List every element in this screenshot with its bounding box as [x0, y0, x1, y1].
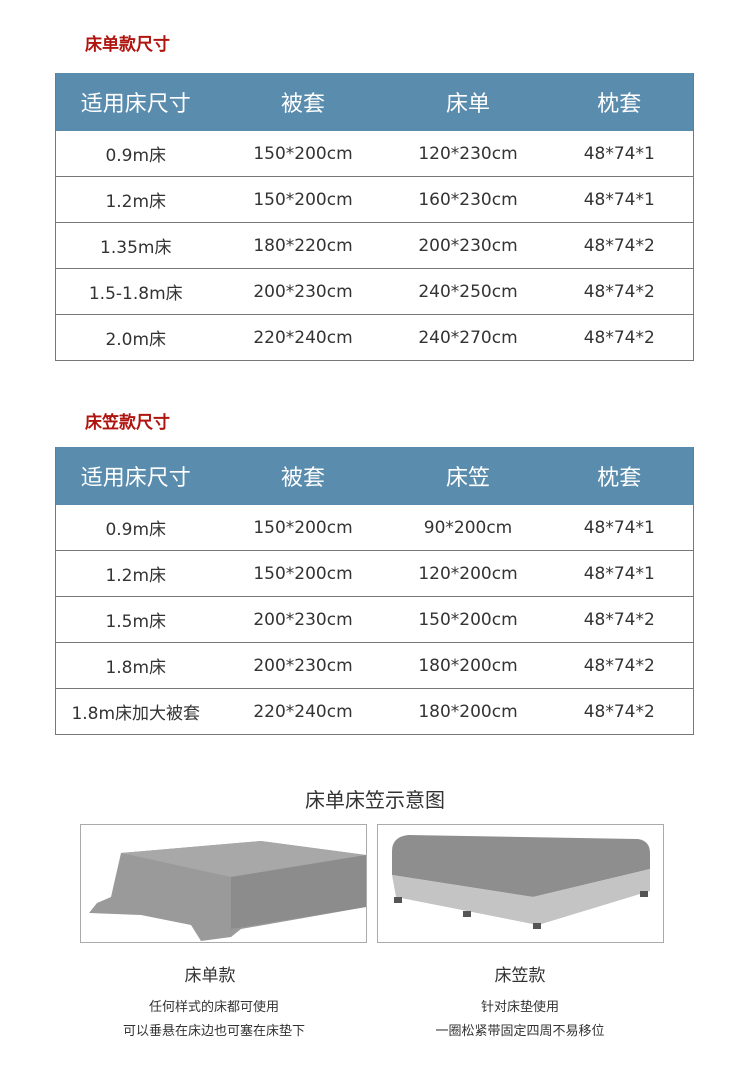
- table-row: 1.2m床 150*200cm 160*230cm 48*74*1: [55, 176, 694, 223]
- fitted-sheet-image: [377, 824, 664, 943]
- table-cell: 220*240cm: [253, 327, 353, 348]
- table-cell: 1.2m床: [55, 550, 216, 597]
- table-cell: 150*200cm: [215, 176, 391, 223]
- header-duvet: 被套: [215, 73, 391, 131]
- flat-sheet-description: 任何样式的床都可使用 可以垂悬在床边也可塞在床垫下: [64, 996, 364, 1044]
- table-row: 1.5-1.8m床 200*230cm 240*250cm 48*74*2: [55, 268, 694, 315]
- table-row: 1.2m床 150*200cm 120*200cm 48*74*1: [55, 550, 694, 597]
- table-cell: 150*200cm: [215, 131, 391, 177]
- table-row: 2.0m床 220*240cm 240*270cm 48*74*2: [56, 315, 694, 361]
- header-fitted-sheet: 床笠: [390, 447, 546, 505]
- header-bed-size: 适用床尺寸: [55, 73, 216, 131]
- table-cell: 200*230cm: [215, 268, 391, 315]
- table-row: 1.5m床 200*230cm 150*200cm 48*74*2: [55, 596, 694, 643]
- table-cell: 1.35m床: [55, 222, 216, 269]
- fitted-sheet-desc-line1: 针对床垫使用: [480, 1000, 559, 1015]
- flat-sheet-image: [80, 824, 367, 943]
- fitted-sheet-label: 床笠款: [494, 966, 546, 986]
- table-cell: 1.8m床加大被套: [71, 704, 201, 724]
- header-sheet: 床单: [390, 73, 546, 131]
- header-bed-size: 适用床尺寸: [55, 447, 216, 505]
- table-cell: 48*74*1: [545, 550, 694, 597]
- table-cell: 48*74*2: [545, 268, 694, 315]
- table-cell: 150*200cm: [215, 550, 391, 597]
- table-row: 1.8m床 200*230cm 180*200cm 48*74*2: [55, 642, 694, 689]
- table-cell: 48*74*1: [545, 505, 694, 551]
- table-row: 1.35m床 180*220cm 200*230cm 48*74*2: [55, 222, 694, 269]
- table-cell: 240*270cm: [418, 327, 518, 348]
- header-duvet: 被套: [215, 447, 391, 505]
- sheet-section-title: 床单款尺寸: [85, 35, 170, 55]
- table-cell: 90*200cm: [390, 505, 546, 551]
- table-cell: 240*250cm: [390, 268, 546, 315]
- table-cell: 48*74*2: [545, 642, 694, 689]
- table-row: 1.8m床加大被套 220*240cm 180*200cm 48*74*2: [56, 689, 694, 735]
- table-row: 0.9m床 150*200cm 120*230cm 48*74*1: [55, 131, 694, 177]
- table-cell: 48*74*2: [545, 222, 694, 269]
- table-cell: 120*230cm: [390, 131, 546, 177]
- flat-sheet-desc-line2: 可以垂悬在床边也可塞在床垫下: [122, 1024, 305, 1039]
- sheet-size-table: 适用床尺寸 被套 床单 枕套 0.9m床 150*200cm 120*230cm 48…: [55, 73, 694, 361]
- flat-sheet-label: 床单款: [184, 966, 236, 986]
- fitted-sheet-desc-line2: 一圈松紧带固定四周不易移位: [435, 1024, 605, 1039]
- table-cell: 48*74*2: [545, 596, 694, 643]
- table-cell: 48*74*1: [545, 131, 694, 177]
- table-cell: 48*74*2: [583, 701, 655, 722]
- table-cell: 150*200cm: [390, 596, 546, 643]
- table-cell: 180*200cm: [390, 642, 546, 689]
- table-cell: 1.5-1.8m床: [55, 268, 216, 315]
- table-cell: 48*74*1: [545, 176, 694, 223]
- table-cell: 0.9m床: [55, 505, 216, 551]
- header-pillowcase: 枕套: [545, 447, 694, 505]
- fitted-size-table: 适用床尺寸 被套 床笠 枕套 0.9m床 150*200cm 90*200cm 48*…: [55, 447, 694, 735]
- table-cell: 200*230cm: [390, 222, 546, 269]
- table-cell: 180*220cm: [215, 222, 391, 269]
- flat-sheet-desc-line1: 任何样式的床都可使用: [148, 1000, 279, 1015]
- table-cell: 160*230cm: [390, 176, 546, 223]
- table-cell: 220*240cm: [253, 701, 353, 722]
- table-row: 0.9m床 150*200cm 90*200cm 48*74*1: [55, 505, 694, 551]
- table-cell: 200*230cm: [215, 596, 391, 643]
- table-cell: 0.9m床: [55, 131, 216, 177]
- table-cell: 1.8m床: [55, 642, 216, 689]
- table-cell: 150*200cm: [215, 505, 391, 551]
- table-cell: 2.0m床: [105, 330, 167, 350]
- table-cell: 48*74*2: [583, 327, 655, 348]
- fitted-section-title: 床笠款尺寸: [85, 413, 170, 433]
- header-pillowcase: 枕套: [545, 73, 694, 131]
- fitted-sheet-description: 针对床垫使用 一圈松紧带固定四周不易移位: [370, 996, 670, 1044]
- table-cell: 180*200cm: [418, 701, 518, 722]
- table-cell: 200*230cm: [215, 642, 391, 689]
- table-cell: 120*200cm: [390, 550, 546, 597]
- table-cell: 1.2m床: [55, 176, 216, 223]
- diagram-title: 床单床笠示意图: [305, 788, 445, 812]
- table-cell: 1.5m床: [55, 596, 216, 643]
